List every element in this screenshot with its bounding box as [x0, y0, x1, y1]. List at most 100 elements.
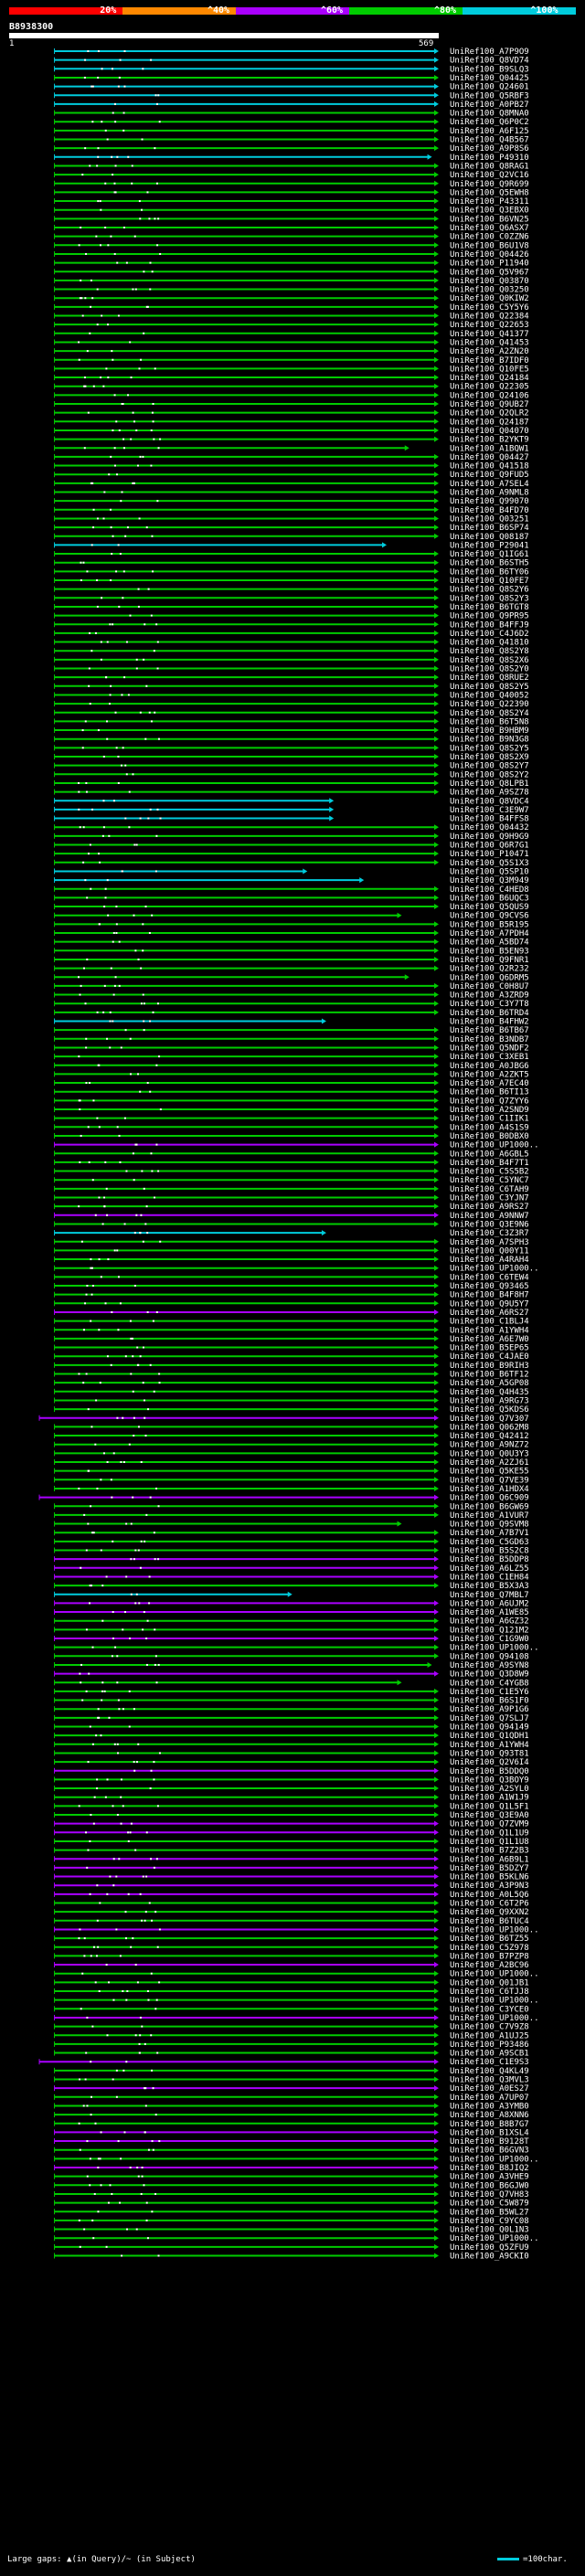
hit-row[interactable]: UniRef100_C6TEW4	[54, 1273, 529, 1282]
hit-row[interactable]: UniRef100_A6GBL5	[54, 1150, 529, 1159]
hit-row[interactable]: UniRef100_Q4KL49	[54, 2067, 529, 2076]
hit-label[interactable]: UniRef100_P29041	[450, 541, 529, 550]
hit-row[interactable]: UniRef100_B6U1V8	[54, 241, 529, 250]
hit-label[interactable]: UniRef100_Q0L1N3	[450, 2226, 529, 2235]
hit-label[interactable]: UniRef100_A9P8S6	[450, 144, 529, 154]
hit-label[interactable]: UniRef100_B6GW69	[450, 1502, 529, 1511]
hit-row[interactable]: UniRef100_Q41377	[54, 330, 529, 339]
hit-row[interactable]: UniRef100_B6SP74	[54, 524, 529, 533]
hit-label[interactable]: UniRef100_A6B9L1	[450, 1855, 529, 1864]
hit-label[interactable]: UniRef100_Q6R7G1	[450, 842, 529, 851]
hit-row[interactable]: UniRef100_Q8LPB1	[54, 779, 529, 789]
hit-row[interactable]: UniRef100_Q8S2Y4	[54, 709, 529, 718]
hit-label[interactable]: UniRef100_Q5V967	[450, 268, 529, 277]
hit-label[interactable]: UniRef100_B5WL27	[450, 2208, 529, 2217]
hit-label[interactable]: UniRef100_Q41810	[450, 639, 529, 648]
hit-row[interactable]: UniRef100_Q6ASX7	[54, 224, 529, 233]
hit-row[interactable]: UniRef100_A9RS27	[54, 1203, 529, 1212]
hit-label[interactable]: UniRef100_A0ES27	[450, 2084, 529, 2094]
hit-row[interactable]: UniRef100_A9NML8	[54, 489, 529, 498]
hit-row[interactable]: UniRef100_Q1QDH1	[54, 1732, 529, 1741]
hit-row[interactable]: UniRef100_A2SND9	[54, 1106, 529, 1115]
hit-label[interactable]: UniRef100_Q5RBF3	[450, 91, 529, 101]
hit-row[interactable]: UniRef100_C3E9W7	[54, 806, 529, 815]
hit-label[interactable]: UniRef100_C4JAE0	[450, 1352, 529, 1362]
hit-row[interactable]: UniRef100_B6TF12	[54, 1371, 529, 1380]
hit-row[interactable]: UniRef100_Q41810	[54, 639, 529, 648]
hit-row[interactable]: UniRef100_A1UJ25	[54, 2031, 529, 2041]
hit-label[interactable]: UniRef100_UP1000..	[450, 1925, 539, 1935]
hit-label[interactable]: UniRef100_Q8S2Y3	[450, 594, 529, 603]
hit-label[interactable]: UniRef100_A3YMB0	[450, 2102, 529, 2111]
hit-row[interactable]: UniRef100_B7Z2B3	[54, 1847, 529, 1856]
hit-row[interactable]: UniRef100_B6TUC4	[54, 1917, 529, 1926]
hit-row[interactable]: UniRef100_C5Y5Y6	[54, 303, 529, 313]
hit-label[interactable]: UniRef100_Q04426	[450, 250, 529, 260]
hit-row[interactable]: UniRef100_A1HDX4	[54, 1485, 529, 1494]
hit-label[interactable]: UniRef100_Q22653	[450, 321, 529, 330]
hit-row[interactable]: UniRef100_Q8VDC4	[54, 797, 529, 806]
hit-label[interactable]: UniRef100_B6TRD4	[450, 1009, 529, 1018]
hit-label[interactable]: UniRef100_A3VHE9	[450, 2173, 529, 2182]
hit-label[interactable]: UniRef100_A4S1S9	[450, 1123, 529, 1132]
hit-row[interactable]: UniRef100_C3Z3R7	[54, 1229, 529, 1238]
hit-label[interactable]: UniRef100_Q9UB27	[450, 400, 529, 409]
hit-label[interactable]: UniRef100_Q8RUE2	[450, 673, 529, 683]
hit-label[interactable]: UniRef100_C6TEW4	[450, 1273, 529, 1282]
hit-row[interactable]: UniRef100_B5DDP8	[54, 1555, 529, 1564]
hit-label[interactable]: UniRef100_A2SND9	[450, 1106, 529, 1115]
hit-label[interactable]: UniRef100_A6F125	[450, 127, 529, 136]
hit-row[interactable]: UniRef100_B5DZY7	[54, 1864, 529, 1873]
hit-row[interactable]: UniRef100_Q7VH83	[54, 2190, 529, 2200]
hit-label[interactable]: UniRef100_Q3M949	[450, 876, 529, 885]
hit-row[interactable]: UniRef100_B6TI13	[54, 1088, 529, 1097]
hit-row[interactable]: UniRef100_UP1000..	[54, 2155, 539, 2164]
hit-label[interactable]: UniRef100_B4F7T1	[450, 1159, 529, 1168]
hit-label[interactable]: UniRef100_A9SCB1	[450, 2050, 529, 2059]
hit-label[interactable]: UniRef100_A7B7V1	[450, 1529, 529, 1538]
hit-label[interactable]: UniRef100_Q2R232	[450, 965, 529, 974]
hit-row[interactable]: UniRef100_C3YCE0	[54, 2005, 529, 2014]
hit-label[interactable]: UniRef100_A4RAH4	[450, 1256, 529, 1265]
hit-label[interactable]: UniRef100_A6LZ55	[450, 1564, 529, 1574]
hit-label[interactable]: UniRef100_Q9CVS6	[450, 912, 529, 921]
hit-row[interactable]: UniRef100_A6E7W0	[54, 1335, 529, 1344]
hit-row[interactable]: UniRef100_B3NDB7	[54, 1035, 529, 1044]
hit-label[interactable]: UniRef100_UP1000..	[450, 1997, 539, 2006]
hit-row[interactable]: UniRef100_UP1000..	[54, 1925, 539, 1935]
hit-row[interactable]: UniRef100_C0H8U7	[54, 982, 529, 991]
hit-row[interactable]: UniRef100_Q9XXN2	[54, 1908, 529, 1917]
hit-label[interactable]: UniRef100_C1E9S3	[450, 2058, 529, 2067]
hit-row[interactable]: UniRef100_A6F125	[54, 127, 529, 136]
hit-row[interactable]: UniRef100_B4FD70	[54, 506, 529, 515]
hit-row[interactable]: UniRef100_UP1000..	[54, 1141, 539, 1150]
hit-label[interactable]: UniRef100_B6STH5	[450, 559, 529, 568]
hit-label[interactable]: UniRef100_Q94108	[450, 1652, 529, 1661]
hit-row[interactable]: UniRef100_Q062M8	[54, 1423, 529, 1432]
hit-label[interactable]: UniRef100_Q7ZVM9	[450, 1820, 529, 1829]
hit-row[interactable]: UniRef100_C4HED8	[54, 885, 529, 895]
hit-row[interactable]: UniRef100_A9NZ72	[54, 1441, 529, 1450]
hit-label[interactable]: UniRef100_Q40052	[450, 691, 529, 700]
hit-row[interactable]: UniRef100_Q04427	[54, 453, 529, 462]
hit-label[interactable]: UniRef100_UP1000..	[450, 1265, 539, 1274]
hit-row[interactable]: UniRef100_C3YJN7	[54, 1194, 529, 1203]
hit-label[interactable]: UniRef100_Q8S2Y7	[450, 762, 529, 771]
hit-row[interactable]: UniRef100_C6T2P6	[54, 1900, 529, 1909]
hit-label[interactable]: UniRef100_Q94149	[450, 1723, 529, 1733]
hit-row[interactable]: UniRef100_P10471	[54, 850, 529, 859]
hit-row[interactable]: UniRef100_C4YGB8	[54, 1679, 529, 1688]
hit-row[interactable]: UniRef100_A3ZRD9	[54, 991, 529, 1001]
hit-label[interactable]: UniRef100_C5YNC7	[450, 1176, 529, 1185]
hit-row[interactable]: UniRef100_A1WE85	[54, 1608, 529, 1617]
hit-label[interactable]: UniRef100_B2YKT9	[450, 436, 529, 445]
hit-row[interactable]: UniRef100_Q5S1X3	[54, 859, 529, 868]
hit-label[interactable]: UniRef100_Q5EWH8	[450, 188, 529, 197]
hit-row[interactable]: UniRef100_B6T5N8	[54, 717, 529, 726]
hit-label[interactable]: UniRef100_B5KLN6	[450, 1873, 529, 1882]
hit-label[interactable]: UniRef100_A9CKI0	[450, 2253, 529, 2262]
hit-row[interactable]: UniRef100_Q7VE39	[54, 1476, 529, 1485]
hit-row[interactable]: UniRef100_B6GVN3	[54, 2147, 529, 2156]
hit-row[interactable]: UniRef100_A9NNW7	[54, 1212, 529, 1221]
hit-label[interactable]: UniRef100_A5BD74	[450, 938, 529, 948]
